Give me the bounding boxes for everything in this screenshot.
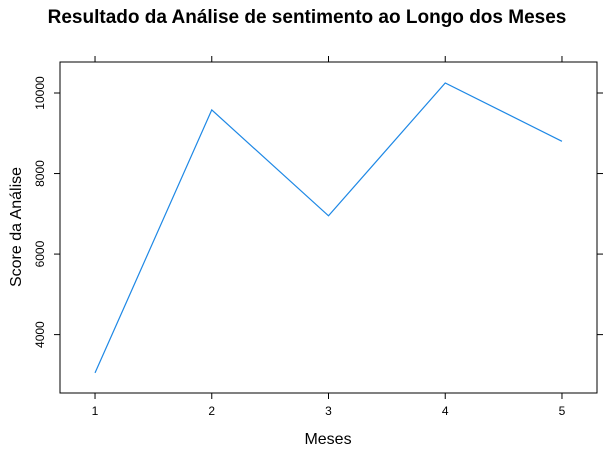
x-tick-label: 2	[208, 404, 215, 418]
y-axis-label: Score da Análise	[8, 167, 25, 287]
y-tick-label: 8000	[33, 160, 47, 187]
chart-title: Resultado da Análise de sentimento ao Lo…	[48, 7, 567, 28]
x-axis-label: Meses	[304, 431, 351, 448]
y-tick-label: 10000	[33, 76, 47, 110]
x-axis: 1 2 3 4 5	[92, 56, 566, 418]
y-tick-label: 4000	[33, 321, 47, 348]
x-tick-label: 3	[325, 404, 332, 418]
plot-frame	[59, 61, 598, 394]
x-tick-label: 1	[92, 404, 99, 418]
x-tick-label: 4	[442, 404, 449, 418]
series-line	[94, 82, 563, 374]
y-tick-label: 6000	[33, 240, 47, 267]
x-tick-label: 5	[559, 404, 566, 418]
series-group	[94, 82, 563, 374]
y-axis: 4000 6000 8000 10000	[33, 76, 603, 348]
